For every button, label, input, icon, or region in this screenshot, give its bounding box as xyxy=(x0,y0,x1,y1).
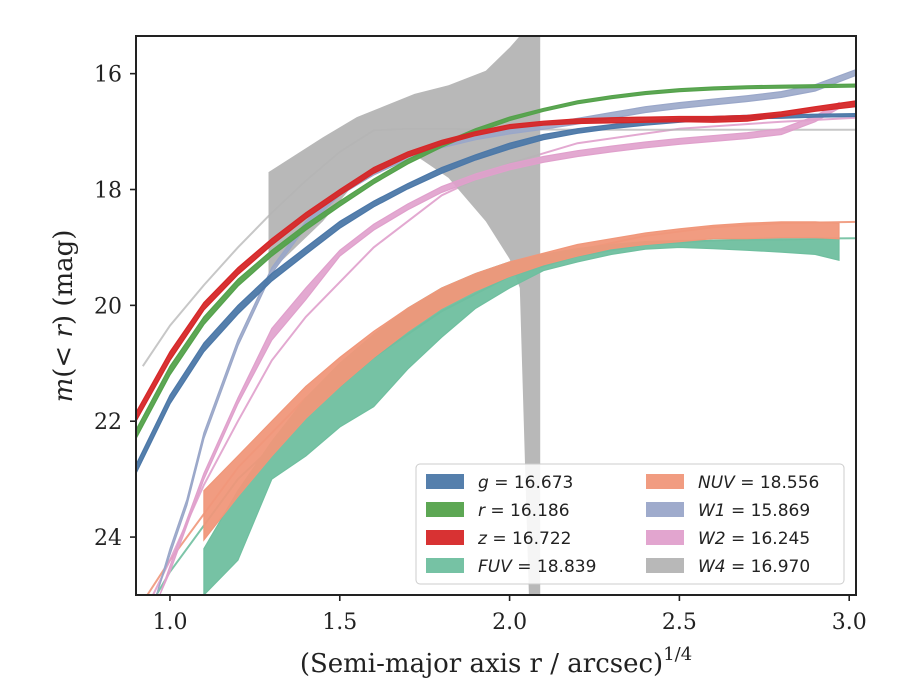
legend-swatch-w1 xyxy=(646,502,684,517)
y-tick-label: 20 xyxy=(94,294,122,319)
legend-label-w2: W2 = 16.245 xyxy=(698,529,810,549)
x-axis-label-exponent: 1/4 xyxy=(663,644,692,665)
legend-swatch-w4 xyxy=(646,558,684,573)
plot-border xyxy=(135,35,857,596)
y-tick-label: 22 xyxy=(94,410,122,435)
y-tick-label: 18 xyxy=(94,179,122,204)
plot-area xyxy=(136,36,856,595)
x-tick-label: 1.0 xyxy=(152,610,187,635)
y-tick-label: 24 xyxy=(94,526,122,551)
legend-label-z: z = 16.722 xyxy=(477,529,571,549)
x-tick-label: 2.0 xyxy=(492,610,527,635)
legend-swatch-fuv xyxy=(426,558,464,573)
series-band-r xyxy=(136,83,856,439)
legend-swatch-g xyxy=(426,474,464,489)
y-tick-label: 16 xyxy=(94,63,122,88)
legend-label-nuv: NUV = 18.556 xyxy=(698,473,819,493)
legend-label-fuv: FUV = 18.839 xyxy=(478,557,596,577)
model-line-w2 xyxy=(152,116,856,595)
legend-label-w4: W4 = 16.970 xyxy=(698,557,810,577)
x-axis-label-text: (Semi-major axis r / arcsec) xyxy=(300,649,663,679)
axis-ticks: 1.0 1.5 2.0 2.5 3.0 16 18 20 22 24 xyxy=(94,63,867,635)
series-band-nuv xyxy=(203,221,840,542)
series-band-z xyxy=(136,100,856,423)
x-axis-label: (Semi-major axis r / arcsec)1/4 xyxy=(300,644,692,679)
legend-swatch-z xyxy=(426,530,464,545)
legend-label-g: g = 16.673 xyxy=(478,473,573,493)
x-tick-label: 2.5 xyxy=(662,610,697,635)
legend: g = 16.673 r = 16.186 z = 16.722 FUV = 18.8… xyxy=(415,463,845,585)
legend-label-r: r = 16.186 xyxy=(478,501,570,521)
y-axis-label: m(< r) (mag) xyxy=(49,230,79,403)
legend-swatch-r xyxy=(426,502,464,517)
legend-label-w1: W1 = 15.869 xyxy=(698,501,810,521)
legend-swatch-w2 xyxy=(646,530,684,545)
series-band-g xyxy=(136,112,856,474)
legend-swatch-nuv xyxy=(646,474,684,489)
x-tick-label: 3.0 xyxy=(832,610,867,635)
x-tick-label: 1.5 xyxy=(322,610,357,635)
legend-box xyxy=(415,463,845,585)
axes-frame xyxy=(135,35,857,596)
